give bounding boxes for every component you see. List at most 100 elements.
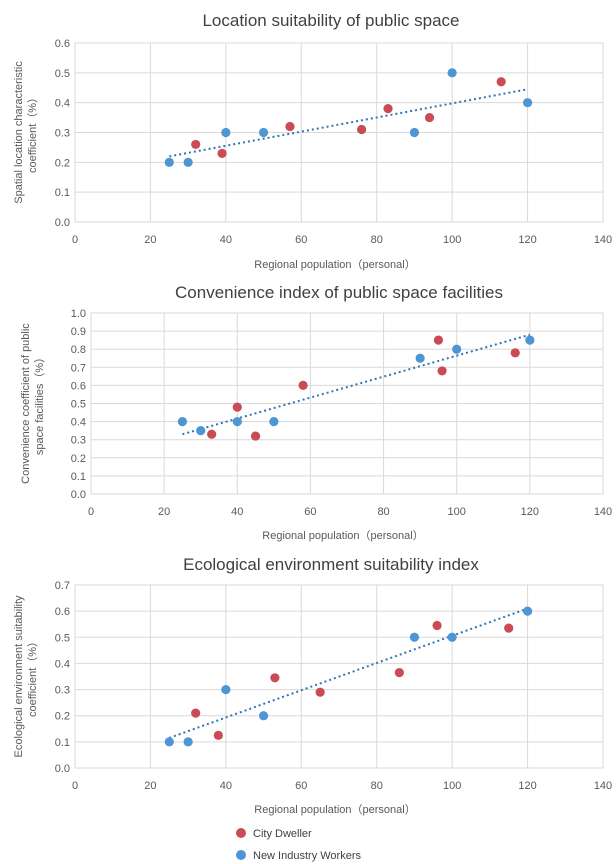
x-tick-label: 40 [220, 234, 232, 246]
x-tick-label: 140 [594, 234, 612, 246]
legend: City Dweller New Industry Workers [236, 828, 361, 862]
data-point [424, 112, 435, 123]
linear-trendline [169, 88, 528, 158]
data-point [522, 606, 533, 616]
y-tick-label: 0.9 [71, 326, 86, 338]
data-point [270, 673, 280, 683]
data-point [196, 426, 206, 436]
x-tick-label: 100 [448, 506, 466, 518]
charts-layer: Location suitability of public space0.00… [13, 11, 612, 816]
x-axis-title: Regional population（personal） [254, 803, 415, 816]
x-tick-label: 0 [88, 506, 94, 518]
x-tick-label: 120 [518, 234, 536, 246]
x-tick-label: 20 [144, 234, 156, 246]
x-tick-label: 140 [594, 780, 612, 792]
legend-label: City Dweller [253, 828, 312, 840]
chart-title: Ecological environment suitability index [183, 555, 479, 574]
data-point [394, 667, 404, 678]
data-point [433, 335, 444, 345]
data-point [207, 429, 217, 439]
x-tick-label: 40 [220, 780, 232, 792]
y-tick-label: 0.5 [55, 68, 70, 80]
y-tick-label: 0.1 [55, 737, 70, 749]
data-point [232, 402, 242, 412]
data-point [258, 711, 269, 721]
x-tick-label: 60 [295, 780, 307, 792]
y-tick-label: 0.7 [55, 580, 70, 592]
y-tick-label: 0.0 [55, 763, 70, 775]
y-tick-label: 0.6 [71, 380, 86, 392]
plot-area [74, 584, 604, 769]
chart-3: Ecological environment suitability index… [13, 555, 612, 816]
data-point [315, 687, 325, 697]
chart-title: Location suitability of public space [202, 11, 459, 30]
data-point [250, 431, 261, 441]
data-point [285, 121, 295, 132]
y-axis-title: Spatial location characteristic [13, 61, 25, 204]
x-tick-label: 80 [371, 234, 383, 246]
data-point [269, 417, 279, 427]
x-tick-label: 100 [443, 780, 461, 792]
data-point [432, 620, 442, 631]
series-city-dweller [207, 335, 520, 441]
x-tick-label: 120 [521, 506, 539, 518]
chart-title: Convenience index of public space facili… [175, 283, 503, 302]
y-tick-label: 0.3 [71, 435, 86, 447]
data-point [221, 684, 231, 695]
data-point [504, 623, 514, 633]
x-tick-label: 0 [72, 780, 78, 792]
data-point [221, 127, 231, 138]
y-tick-label: 0.5 [55, 632, 70, 644]
x-axis-title: Regional population（personal） [262, 529, 423, 542]
data-point [191, 139, 201, 150]
y-tick-label: 0.5 [71, 399, 86, 411]
y-axis-title: coefficient（%） [26, 92, 39, 173]
data-point [525, 335, 535, 345]
data-point [298, 380, 308, 390]
y-tick-label: 0.0 [71, 489, 86, 501]
linear-trendline [168, 607, 528, 739]
y-tick-label: 0.3 [55, 685, 70, 697]
data-point [447, 68, 457, 78]
data-point [258, 127, 269, 138]
y-tick-label: 1.0 [71, 308, 86, 320]
data-point [164, 737, 174, 747]
chart-1: Location suitability of public space 0.0 0… [13, 11, 612, 271]
legend-label: New Industry Workers [253, 850, 361, 862]
legend-marker [236, 850, 246, 860]
y-tick-label: 0.2 [55, 157, 70, 169]
data-point [357, 124, 367, 135]
y-tick-label: 0.8 [71, 344, 86, 356]
y-axis-title: Convenience coefficient of public [20, 323, 32, 484]
y-tick-label: 0.1 [71, 471, 86, 483]
x-axis-title: Regional population（personal） [254, 258, 415, 271]
data-point [409, 632, 420, 642]
series-new-industry-workers [164, 68, 533, 167]
x-tick-label: 100 [443, 234, 461, 246]
data-point [437, 366, 447, 376]
x-tick-label: 20 [158, 506, 170, 518]
x-tick-label: 80 [377, 506, 389, 518]
data-point [522, 98, 533, 108]
data-point [510, 348, 520, 358]
data-point [183, 737, 193, 747]
legend-marker [236, 828, 246, 838]
y-axis-title: coefficient（%） [26, 636, 39, 717]
y-tick-label: 0.2 [71, 453, 86, 465]
y-axis-title: Ecological environment suitability [13, 595, 25, 758]
plot-area [74, 42, 604, 223]
y-tick-label: 0.1 [55, 187, 70, 199]
x-tick-label: 80 [371, 780, 383, 792]
data-point [183, 157, 193, 167]
series-new-industry-workers [177, 335, 535, 436]
x-tick-label: 40 [231, 506, 243, 518]
data-point [213, 730, 223, 740]
x-tick-label: 20 [144, 780, 156, 792]
chart-2: Convenience index of public space facili… [20, 283, 612, 542]
data-point [409, 127, 420, 138]
y-tick-label: 0.4 [71, 417, 86, 429]
plot-area [90, 312, 604, 495]
y-tick-label: 0.0 [55, 217, 70, 229]
series-new-industry-workers [164, 606, 533, 747]
